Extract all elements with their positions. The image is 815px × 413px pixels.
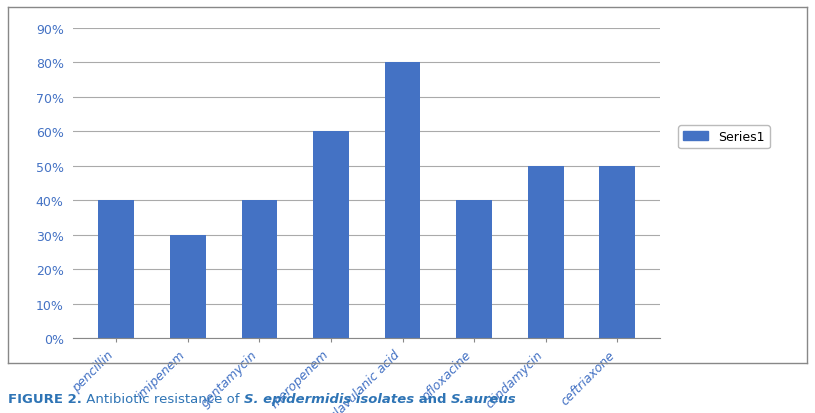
Bar	[385, 63, 421, 339]
Text: FIGURE 2.: FIGURE 2.	[8, 392, 82, 405]
Bar	[313, 132, 349, 339]
Text: S.aureus: S.aureus	[451, 392, 517, 405]
Text: S. epidermidis isolates: S. epidermidis isolates	[244, 392, 414, 405]
Bar	[528, 166, 563, 339]
Text: and: and	[414, 392, 451, 405]
Bar	[99, 201, 134, 339]
Bar	[170, 235, 205, 339]
Bar	[241, 201, 277, 339]
Bar	[599, 166, 635, 339]
Bar	[456, 201, 492, 339]
Legend: Series1: Series1	[678, 126, 769, 149]
Text: Antibiotic resistance of: Antibiotic resistance of	[82, 392, 244, 405]
